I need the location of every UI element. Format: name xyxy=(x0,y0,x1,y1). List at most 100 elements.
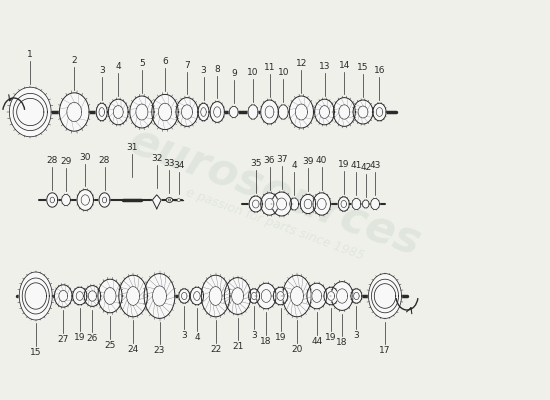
Polygon shape xyxy=(358,106,368,118)
Polygon shape xyxy=(73,287,87,305)
Polygon shape xyxy=(249,196,262,212)
Polygon shape xyxy=(176,98,198,126)
Polygon shape xyxy=(290,198,299,210)
Text: 28: 28 xyxy=(47,156,58,165)
Polygon shape xyxy=(317,198,326,210)
Polygon shape xyxy=(373,103,386,121)
Polygon shape xyxy=(277,198,287,210)
Text: 15: 15 xyxy=(358,63,368,72)
Polygon shape xyxy=(251,292,257,300)
Text: 8: 8 xyxy=(214,65,220,74)
Text: 13: 13 xyxy=(319,62,330,71)
Polygon shape xyxy=(331,282,353,310)
Polygon shape xyxy=(351,289,362,303)
Text: 1: 1 xyxy=(28,50,33,59)
Polygon shape xyxy=(273,287,288,305)
Polygon shape xyxy=(328,292,334,300)
Text: 3: 3 xyxy=(201,66,206,75)
Polygon shape xyxy=(152,286,167,306)
Polygon shape xyxy=(179,289,190,303)
Polygon shape xyxy=(152,94,178,130)
Text: 3: 3 xyxy=(251,331,257,340)
Polygon shape xyxy=(126,287,140,305)
Text: 2: 2 xyxy=(72,56,77,65)
Text: 15: 15 xyxy=(30,348,41,357)
Text: 29: 29 xyxy=(60,157,72,166)
Text: 40: 40 xyxy=(316,156,327,165)
Polygon shape xyxy=(341,200,346,208)
Polygon shape xyxy=(62,194,70,206)
Polygon shape xyxy=(224,278,251,314)
Text: 9: 9 xyxy=(231,70,236,78)
Polygon shape xyxy=(76,292,84,300)
Text: 17: 17 xyxy=(379,346,390,355)
Text: 18: 18 xyxy=(337,338,348,347)
Polygon shape xyxy=(96,103,107,121)
Polygon shape xyxy=(59,290,68,302)
Polygon shape xyxy=(136,104,148,120)
Text: 26: 26 xyxy=(87,334,98,343)
Polygon shape xyxy=(59,93,89,131)
Polygon shape xyxy=(119,275,147,317)
Polygon shape xyxy=(304,199,312,209)
Polygon shape xyxy=(352,198,361,210)
Polygon shape xyxy=(104,288,116,304)
Text: 11: 11 xyxy=(264,63,275,72)
Polygon shape xyxy=(265,198,274,210)
Polygon shape xyxy=(54,285,72,307)
Text: 24: 24 xyxy=(128,345,139,354)
Polygon shape xyxy=(13,94,47,130)
Polygon shape xyxy=(81,195,89,205)
Text: 19: 19 xyxy=(338,160,349,169)
Text: 25: 25 xyxy=(104,341,116,350)
Polygon shape xyxy=(320,106,329,118)
Polygon shape xyxy=(229,106,238,118)
Polygon shape xyxy=(201,275,230,317)
Polygon shape xyxy=(198,103,209,121)
Text: 10: 10 xyxy=(248,68,258,77)
Polygon shape xyxy=(50,197,54,203)
Polygon shape xyxy=(290,287,304,305)
Polygon shape xyxy=(25,283,46,309)
Polygon shape xyxy=(307,283,327,309)
Polygon shape xyxy=(249,289,260,303)
Polygon shape xyxy=(371,279,399,313)
Text: 33: 33 xyxy=(164,159,175,168)
Text: e passion for parts since 1985: e passion for parts since 1985 xyxy=(184,186,366,262)
Text: 5: 5 xyxy=(139,59,145,68)
Polygon shape xyxy=(201,108,206,116)
Text: 22: 22 xyxy=(210,345,221,354)
Polygon shape xyxy=(102,197,107,203)
Text: 27: 27 xyxy=(58,335,69,344)
Polygon shape xyxy=(278,105,288,119)
Polygon shape xyxy=(182,292,187,300)
Text: 20: 20 xyxy=(292,345,302,354)
Text: 14: 14 xyxy=(339,61,350,70)
Polygon shape xyxy=(300,194,316,214)
Text: 43: 43 xyxy=(370,161,381,170)
Text: 35: 35 xyxy=(250,159,261,168)
Polygon shape xyxy=(315,99,334,125)
Polygon shape xyxy=(283,275,311,317)
Text: 10: 10 xyxy=(278,68,289,77)
Polygon shape xyxy=(77,190,94,210)
Polygon shape xyxy=(190,287,204,305)
Circle shape xyxy=(177,199,180,201)
Text: 4: 4 xyxy=(116,62,121,71)
Polygon shape xyxy=(22,278,50,314)
Polygon shape xyxy=(333,98,355,126)
Text: 6: 6 xyxy=(162,58,168,66)
Text: 7: 7 xyxy=(184,61,190,70)
Polygon shape xyxy=(261,193,278,215)
Polygon shape xyxy=(354,292,359,300)
Text: 19: 19 xyxy=(275,333,286,342)
Circle shape xyxy=(168,199,170,201)
Polygon shape xyxy=(84,286,101,306)
Polygon shape xyxy=(339,105,350,119)
Text: 3: 3 xyxy=(354,331,359,340)
Polygon shape xyxy=(261,100,278,124)
Polygon shape xyxy=(362,200,369,208)
Polygon shape xyxy=(130,96,154,128)
Polygon shape xyxy=(108,99,128,125)
Text: 36: 36 xyxy=(264,156,275,165)
